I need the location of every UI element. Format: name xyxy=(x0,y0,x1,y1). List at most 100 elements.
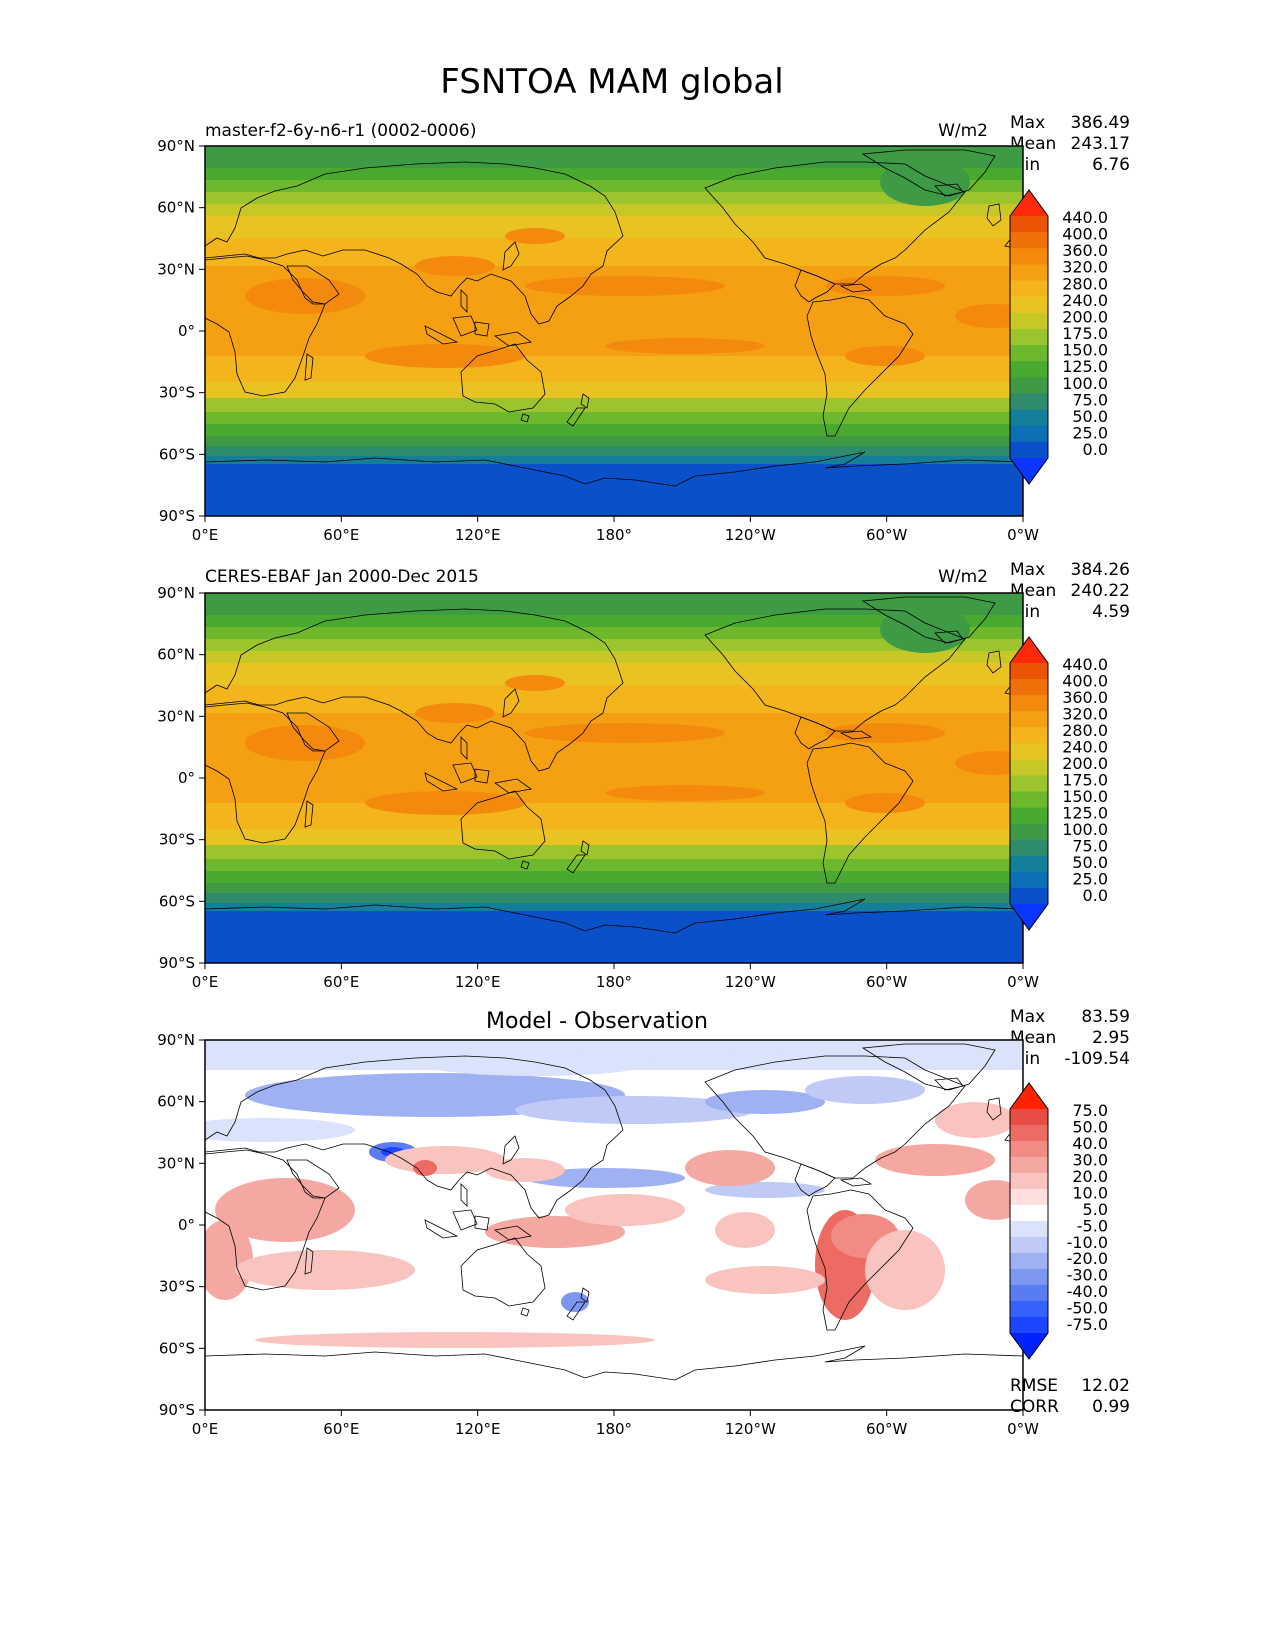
colorbar-tick-label: 20.0 xyxy=(1072,1167,1108,1186)
colorbar-tick-label: 75.0 xyxy=(1072,837,1108,856)
colorbar-tick-label: 100.0 xyxy=(1062,374,1108,393)
panel-units: W/m2 xyxy=(938,567,988,587)
lat-tick-label: 60°N xyxy=(157,199,195,217)
map-field xyxy=(205,593,1023,963)
colorbar-tick-label: 360.0 xyxy=(1062,688,1108,707)
colorbar-tick-label: 75.0 xyxy=(1072,390,1108,409)
colorbar-tick-label: -75.0 xyxy=(1067,1315,1108,1334)
colorbar: 440.0400.0360.0320.0280.0240.0200.0175.0… xyxy=(1009,189,1108,485)
colorbar-tick-label: 175.0 xyxy=(1062,324,1108,343)
colorbar-tick-label: 440.0 xyxy=(1062,208,1108,227)
colorbar-tick-label: 5.0 xyxy=(1083,1200,1108,1219)
lon-tick-label: 60°E xyxy=(323,526,359,544)
colorbar-tick-label: 400.0 xyxy=(1062,225,1108,244)
panel-left-title: CERES-EBAF Jan 2000-Dec 2015 xyxy=(205,567,479,587)
colorbar-tick-label: 0.0 xyxy=(1083,886,1108,905)
colorbar-tick-label: 25.0 xyxy=(1072,423,1108,442)
stats-label-max: Max xyxy=(1010,560,1045,580)
colorbar-tick-label: -20.0 xyxy=(1067,1249,1108,1268)
colorbar-tick-label: 75.0 xyxy=(1072,1101,1108,1120)
stats-value-max: 83.59 xyxy=(1081,1007,1130,1027)
colorbar-tick-label: 150.0 xyxy=(1062,341,1108,360)
colorbar-tick-label: 320.0 xyxy=(1062,705,1108,724)
colorbar-tick-label: 360.0 xyxy=(1062,241,1108,260)
colorbar-tick-label: 150.0 xyxy=(1062,787,1108,806)
colorbar-tick-label: 440.0 xyxy=(1062,655,1108,674)
lat-tick-label: 0° xyxy=(178,322,195,340)
colorbar-tick-label: 25.0 xyxy=(1072,870,1108,889)
lon-tick-label: 0°W xyxy=(1007,526,1039,544)
colorbar-tick-label: -50.0 xyxy=(1067,1299,1108,1318)
colorbar-tick-label: -5.0 xyxy=(1077,1216,1108,1235)
lon-tick-label: 60°W xyxy=(866,1420,908,1438)
stats-block: Max Mean Min 384.26 240.22 4.59 xyxy=(1010,560,1130,622)
colorbar-tick-label: 125.0 xyxy=(1062,804,1108,823)
stats-label-max: Max xyxy=(1010,113,1045,133)
map-field xyxy=(205,1040,1023,1410)
stats-block: Max Mean Min 83.59 2.95 -109.54 xyxy=(1010,1007,1130,1069)
lat-tick-label: 90°S xyxy=(159,507,195,525)
panel-left-title: master-f2-6y-n6-r1 (0002-0006) xyxy=(205,121,477,141)
reference-panel: CERES-EBAF Jan 2000-Dec 2015 W/m2 Max Me… xyxy=(157,560,1130,991)
lon-tick-label: 180° xyxy=(596,1420,632,1438)
stats-value-min: -109.54 xyxy=(1064,1049,1130,1069)
rmse-label: RMSE xyxy=(1010,1376,1058,1396)
lat-tick-label: 60°S xyxy=(159,1339,195,1357)
lat-tick-label: 60°N xyxy=(157,1093,195,1111)
panel-units: W/m2 xyxy=(938,121,988,141)
stats-value-max: 384.26 xyxy=(1071,560,1130,580)
map-axes: 0°E 60°E 120°E 180° 120°W 60°W 0°W 90°N 60°N 30°N… xyxy=(157,1031,1039,1438)
lat-tick-label: 60°S xyxy=(159,445,195,463)
difference-panel: Model - Observation Max Mean Min 83.59 2… xyxy=(157,1007,1130,1438)
lon-tick-label: 0°W xyxy=(1007,973,1039,991)
map-area xyxy=(204,592,1024,964)
lat-tick-label: 60°S xyxy=(159,892,195,910)
map-axes: 0°E 60°E 120°E 180° 120°W 60°W 0°W 90°N 60°N 30°N… xyxy=(157,584,1039,991)
colorbar-tick-label: 280.0 xyxy=(1062,721,1108,740)
colorbar-tick-label: -30.0 xyxy=(1067,1266,1108,1285)
colorbar: 75.050.040.030.020.010.05.0-5.0-10.0-20.… xyxy=(1009,1082,1108,1360)
colorbar-tick-label: 0.0 xyxy=(1083,440,1108,459)
colorbar-tick-label: -40.0 xyxy=(1067,1282,1108,1301)
lon-tick-label: 0°E xyxy=(192,973,219,991)
lon-tick-label: 120°E xyxy=(455,526,501,544)
colorbar-tick-label: 240.0 xyxy=(1062,291,1108,310)
lon-tick-label: 180° xyxy=(596,526,632,544)
map-area xyxy=(204,145,1024,517)
map-area xyxy=(204,1039,1024,1411)
map-axes: 0°E 60°E 120°E 180° 120°W 60°W 0°W 90°N 60°N 30°N… xyxy=(157,137,1039,544)
map-field xyxy=(205,146,1023,516)
corr-value: 0.99 xyxy=(1092,1397,1130,1417)
lon-tick-label: 60°W xyxy=(866,526,908,544)
lat-tick-label: 90°S xyxy=(159,1401,195,1419)
lon-tick-label: 0°W xyxy=(1007,1420,1039,1438)
lon-tick-label: 60°E xyxy=(323,1420,359,1438)
test-panel: master-f2-6y-n6-r1 (0002-0006) W/m2 Max … xyxy=(157,113,1130,544)
lat-tick-label: 30°S xyxy=(159,1278,195,1296)
stats-value-max: 386.49 xyxy=(1071,113,1130,133)
lat-tick-label: 30°S xyxy=(159,831,195,849)
figure-title: FSNTOA MAM global xyxy=(440,62,783,102)
stats-block: Max Mean Min 386.49 243.17 6.76 xyxy=(1010,113,1130,175)
colorbar-tick-label: 50.0 xyxy=(1072,1117,1108,1136)
colorbar-tick-label: 280.0 xyxy=(1062,274,1108,293)
lat-tick-label: 30°N xyxy=(157,1154,195,1172)
lon-tick-label: 120°E xyxy=(455,1420,501,1438)
lat-tick-label: 30°N xyxy=(157,260,195,278)
colorbar-tick-label: 175.0 xyxy=(1062,771,1108,790)
colorbar-tick-label: 30.0 xyxy=(1072,1150,1108,1169)
lat-tick-label: 0° xyxy=(178,1216,195,1234)
colorbar-tick-label: 320.0 xyxy=(1062,258,1108,277)
lon-tick-label: 120°W xyxy=(725,526,776,544)
colorbar-tick-label: 50.0 xyxy=(1072,407,1108,426)
stats-value-mean: 243.17 xyxy=(1071,134,1130,154)
colorbar-tick-label: 50.0 xyxy=(1072,853,1108,872)
colorbar-tick-label: 200.0 xyxy=(1062,307,1108,326)
lat-tick-label: 90°N xyxy=(157,137,195,155)
lon-tick-label: 0°E xyxy=(192,1420,219,1438)
lat-tick-label: 30°N xyxy=(157,707,195,725)
lon-tick-label: 120°W xyxy=(725,973,776,991)
lat-tick-label: 30°S xyxy=(159,384,195,402)
lon-tick-label: 0°E xyxy=(192,526,219,544)
lon-tick-label: 60°W xyxy=(866,973,908,991)
